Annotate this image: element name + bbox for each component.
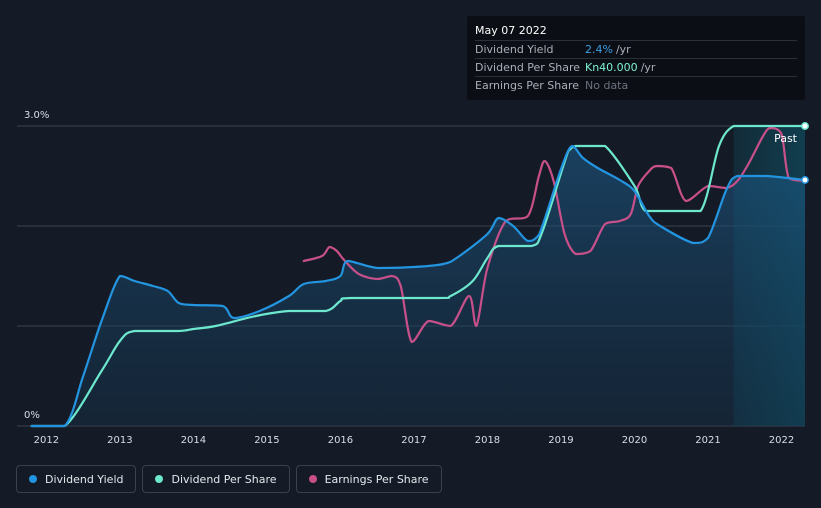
x-tick-label: 2016 bbox=[328, 435, 353, 446]
legend-item-earnings-per-share[interactable]: Earnings Per Share bbox=[295, 465, 442, 493]
x-tick-label: 2013 bbox=[107, 435, 132, 446]
tooltip-unit: /yr bbox=[640, 61, 656, 74]
dividend-yield-line bbox=[30, 144, 807, 428]
tooltip-row-dividend-yield: Dividend Yield 2.4% /yr bbox=[475, 40, 797, 58]
x-tick-label: 2021 bbox=[695, 435, 720, 446]
tooltip-label: Dividend Per Share bbox=[475, 61, 581, 74]
chart-legend: Dividend Yield Dividend Per Share Earnin… bbox=[16, 465, 442, 493]
earnings-per-share-line bbox=[302, 126, 807, 344]
legend-dot-icon bbox=[155, 475, 164, 483]
x-tick-label: 2020 bbox=[622, 435, 647, 446]
dividend-per-share-line bbox=[30, 124, 807, 428]
tooltip-value: 2.4% bbox=[585, 43, 613, 56]
tooltip-row-earnings-per-share: Earnings Per Share No data bbox=[475, 76, 797, 94]
x-tick-label: 2014 bbox=[181, 435, 206, 446]
tooltip-value: Kn40.000 bbox=[585, 61, 638, 74]
x-tick-label: 2018 bbox=[475, 435, 500, 446]
y-tick-label: 3.0% bbox=[24, 110, 49, 121]
legend-item-dividend-per-share[interactable]: Dividend Per Share bbox=[142, 465, 290, 493]
series-lines bbox=[30, 122, 809, 428]
yield-area bbox=[31, 146, 805, 426]
x-tick-label: 2022 bbox=[769, 435, 794, 446]
dividend-yield-end-marker bbox=[801, 176, 809, 184]
axis-ticks: 3.0% 0% 2012 2013 2014 2015 2016 2017 2018 2019 20… bbox=[24, 110, 794, 446]
dividend-per-share-end-marker bbox=[801, 122, 809, 130]
y-tick-label: 0% bbox=[24, 410, 40, 421]
x-tick-label: 2015 bbox=[254, 435, 279, 446]
legend-label: Earnings Per Share bbox=[324, 472, 429, 486]
tooltip-label: Dividend Yield bbox=[475, 43, 554, 56]
tooltip-unit: /yr bbox=[615, 43, 631, 56]
x-tick-label: 2017 bbox=[401, 435, 426, 446]
hover-tooltip: May 07 2022 Dividend Yield 2.4% /yr Divi… bbox=[467, 16, 805, 100]
tooltip-label: Earnings Per Share bbox=[475, 79, 580, 92]
tooltip-row-dividend-per-share: Dividend Per Share Kn40.000 /yr bbox=[475, 58, 797, 76]
past-label: Past bbox=[774, 132, 798, 145]
legend-label: Dividend Per Share bbox=[171, 472, 277, 486]
legend-dot-icon bbox=[308, 475, 317, 483]
x-tick-label: 2012 bbox=[34, 435, 59, 446]
legend-item-dividend-yield[interactable]: Dividend Yield bbox=[16, 465, 137, 493]
x-tick-label: 2019 bbox=[548, 435, 573, 446]
dividend-yield-area bbox=[31, 146, 805, 426]
tooltip-value: No data bbox=[585, 79, 629, 92]
legend-dot-icon bbox=[29, 475, 37, 483]
legend-label: Dividend Yield bbox=[45, 472, 124, 486]
tooltip-date: May 07 2022 bbox=[475, 24, 547, 37]
